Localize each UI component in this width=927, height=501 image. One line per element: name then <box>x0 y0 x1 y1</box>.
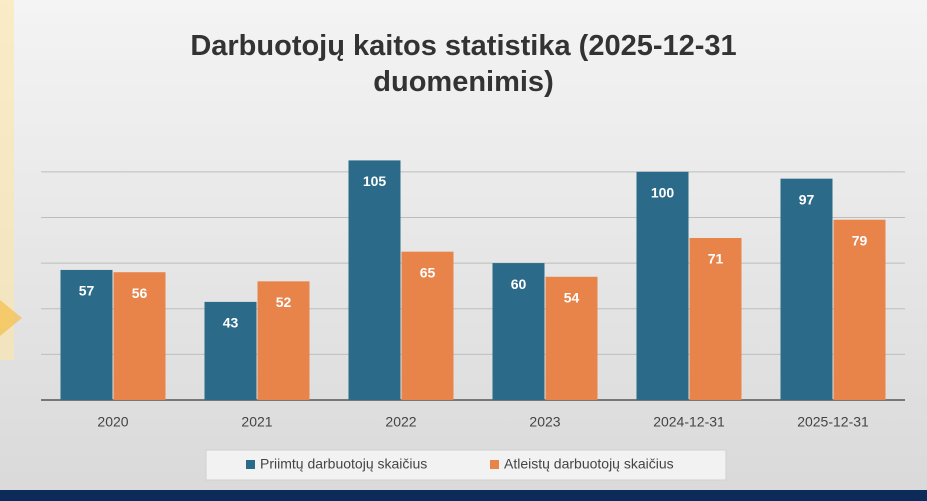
value-label: 52 <box>276 294 292 310</box>
side-stripe <box>0 0 14 360</box>
value-label: 56 <box>132 285 148 301</box>
value-label: 105 <box>363 173 387 189</box>
bar <box>204 301 257 400</box>
bar <box>636 171 689 400</box>
bar <box>545 276 598 400</box>
bar <box>780 178 833 400</box>
value-label: 54 <box>564 289 580 305</box>
bar <box>113 272 166 400</box>
value-label: 43 <box>223 315 239 331</box>
footer-band <box>0 490 927 501</box>
legend-label: Priimtų darbuotojų skaičius <box>260 456 427 472</box>
x-tick-label: 2022 <box>385 414 416 430</box>
chart-title: Darbuotojų kaitos statistika (2025-12-31… <box>190 30 737 98</box>
value-label: 65 <box>420 264 436 280</box>
x-tick-label: 2024-12-31 <box>653 414 725 430</box>
x-tick-label: 2023 <box>529 414 560 430</box>
x-tick-label: 2025-12-31 <box>797 414 869 430</box>
x-tick-label: 2021 <box>241 414 272 430</box>
value-label: 97 <box>799 191 815 207</box>
legend-swatch <box>490 460 499 469</box>
value-label: 100 <box>651 185 675 201</box>
bar <box>348 160 401 400</box>
bar <box>689 237 742 400</box>
bar <box>60 269 113 400</box>
bar <box>401 251 454 400</box>
bar <box>833 219 886 400</box>
value-label: 60 <box>511 276 527 292</box>
bar <box>492 263 545 400</box>
value-label: 57 <box>79 283 95 299</box>
legend-label: Atleistų darbuotojų skaičius <box>504 456 674 472</box>
bar <box>257 281 310 400</box>
value-label: 79 <box>852 232 868 248</box>
legend-box <box>205 449 727 481</box>
value-label: 71 <box>708 251 724 267</box>
x-tick-label: 2020 <box>97 414 128 430</box>
side-mark <box>0 300 22 336</box>
legend-swatch <box>246 460 255 469</box>
